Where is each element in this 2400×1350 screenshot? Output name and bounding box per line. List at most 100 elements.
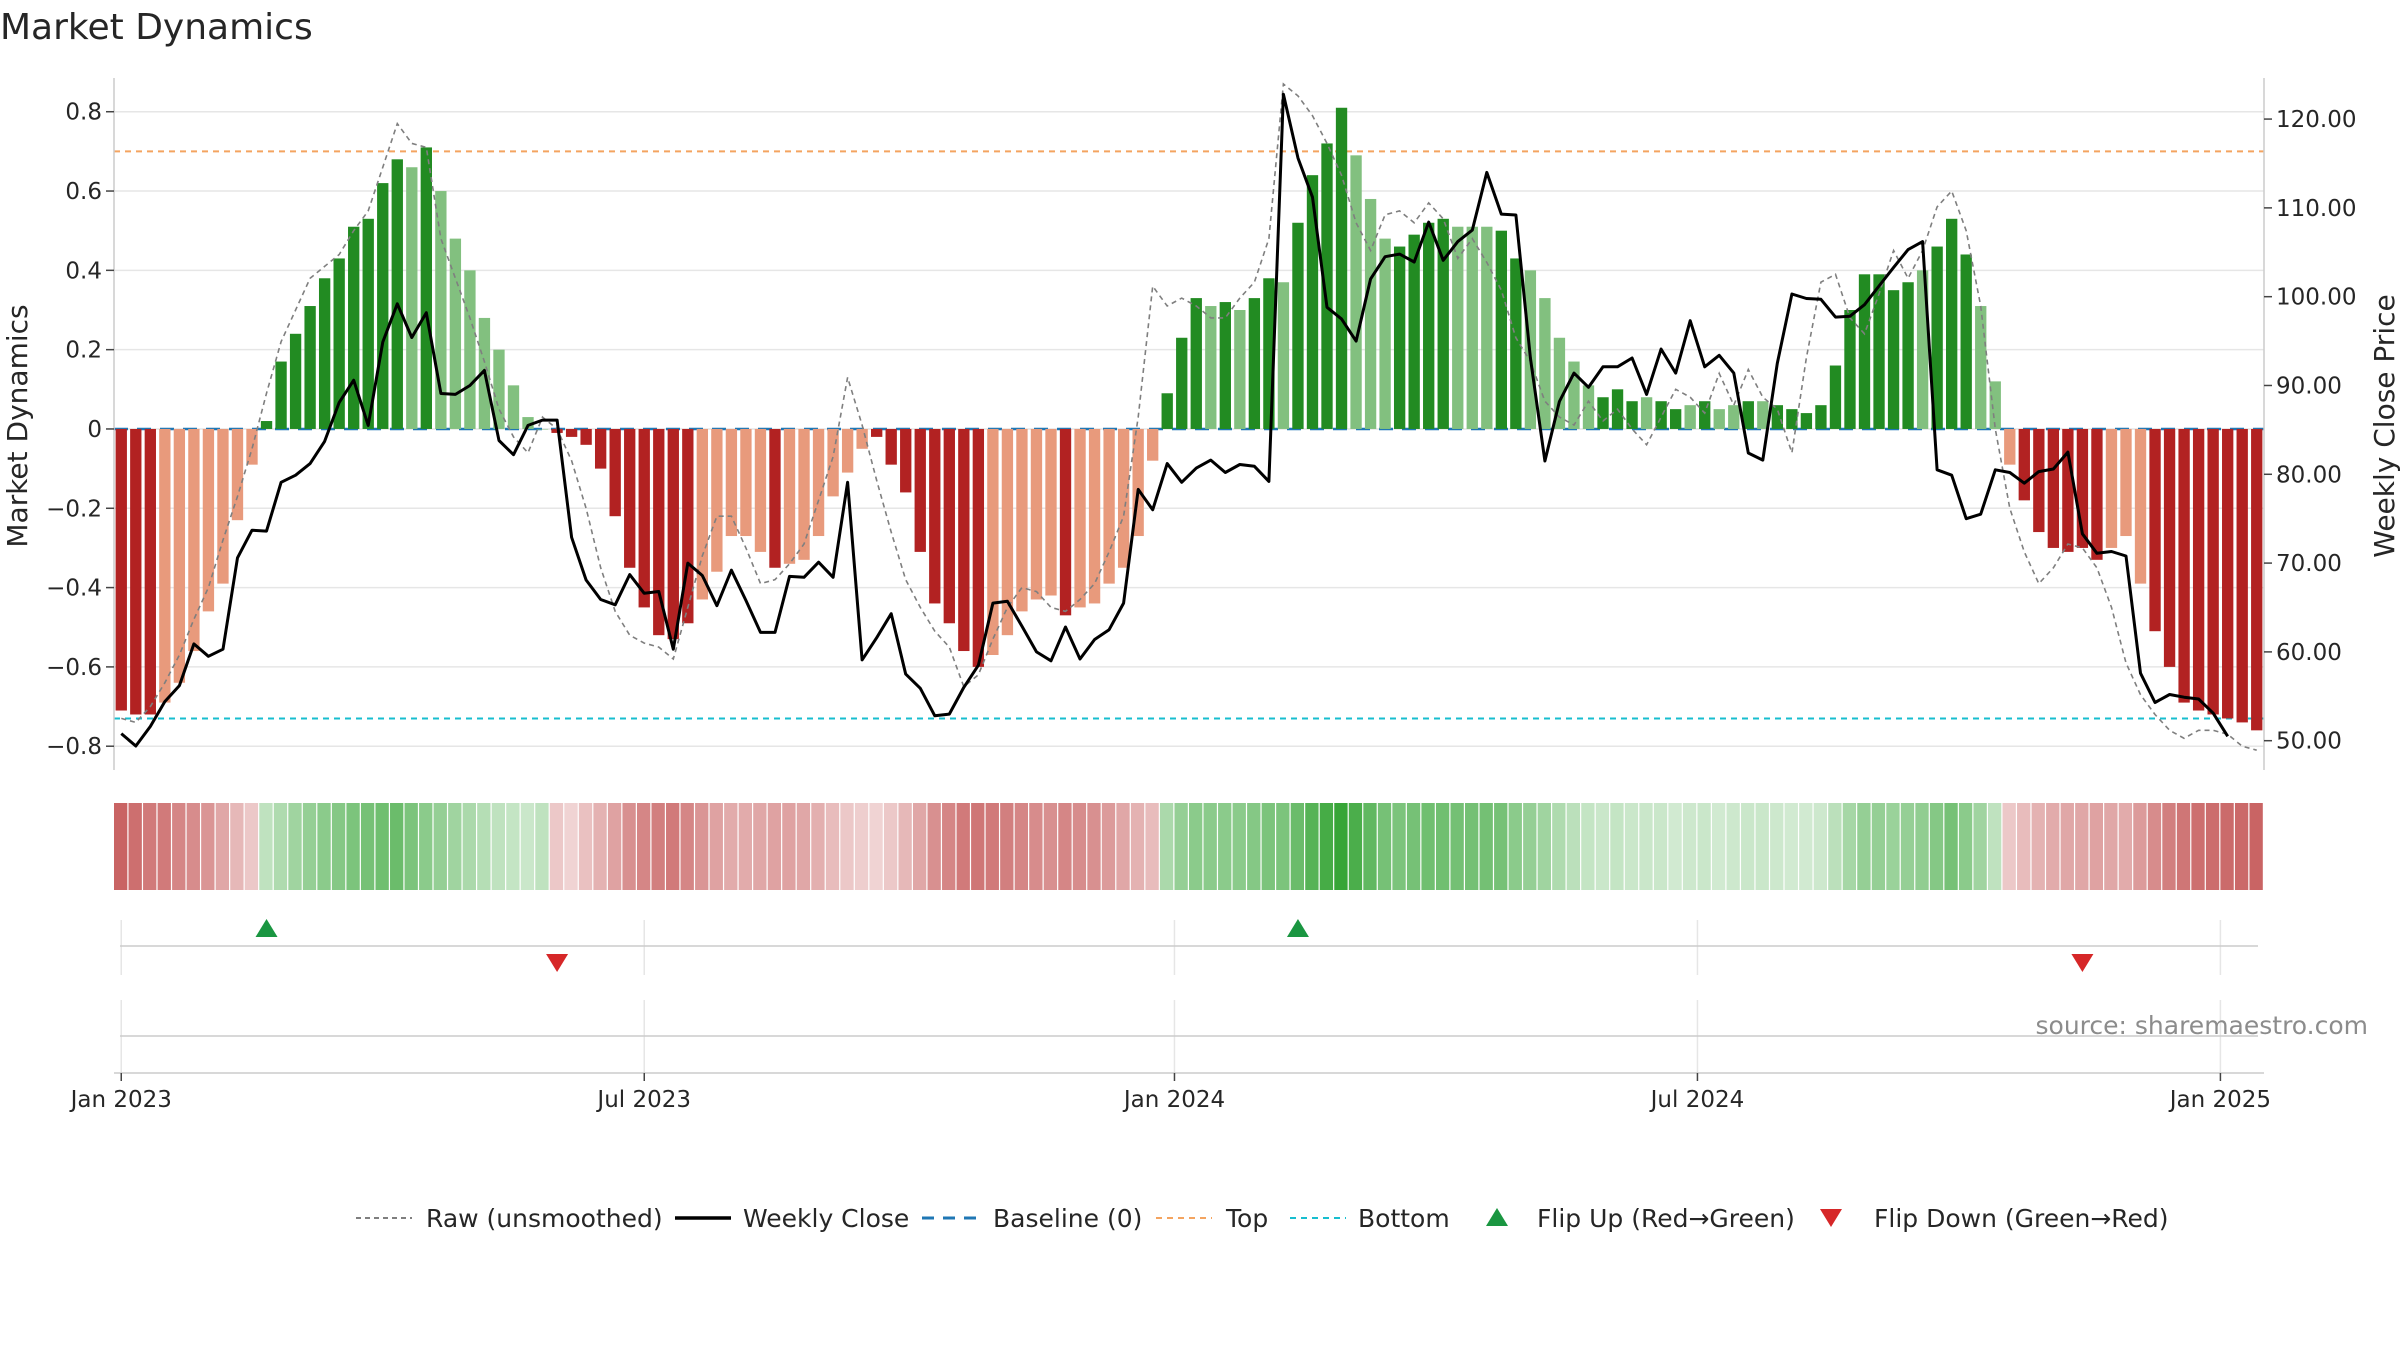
dynamics-bar [289,333,302,429]
heat-cell [1261,803,1275,890]
dynamics-bar [507,385,520,429]
dynamics-bar [159,428,171,703]
dynamics-bar [900,428,912,493]
heat-cell [1348,803,1363,890]
legend-item-top: Top [1156,1204,1268,1233]
heat-cell [1305,803,1319,890]
dynamics-bar [725,428,738,537]
legend-item-bottom: Bottom [1290,1204,1450,1233]
heat-cell [2133,803,2147,890]
dynamics-bar [2251,428,2263,731]
heat-cell [1929,803,1944,890]
heat-cell [1958,803,1973,890]
heat-cell [2147,803,2162,890]
y-tick-label: 0.4 [65,258,102,284]
dynamics-bar [1088,428,1101,604]
heat-cell [259,803,273,890]
dynamics-bar [536,428,549,430]
dynamics-bar [1205,306,1217,429]
heat-cell [1944,803,1958,890]
heat-cell [201,803,215,890]
dynamics-bar [1669,409,1682,429]
y-tick-label: −0.6 [46,655,102,681]
heat-cell [1465,803,1479,890]
legend-label: Baseline (0) [993,1204,1142,1233]
heat-cell [2046,803,2060,890]
heat-cell [1682,803,1697,890]
bottom-panel [114,1000,2264,1075]
dynamics-bar [173,428,186,683]
heat-cell [1319,803,1334,890]
dynamics-bar [275,361,287,429]
dynamics-bar [1452,226,1464,429]
left-axis-ticks: 0.8 0.6 0.4 0.2 0 −0.2 −0.4 −0.6 −0.8 [46,100,114,760]
dynamics-bar [318,278,331,429]
dynamics-bar [711,428,723,572]
heat-cell [2075,803,2089,890]
dynamics-bar [2222,428,2234,719]
dynamics-bar [1132,428,1144,537]
heat-cell [1043,803,1058,890]
heat-cell [331,803,346,890]
dynamics-bar [1989,381,2001,429]
dynamics-bar [972,428,985,667]
dynamics-bar [231,428,244,521]
dynamics-bar [1916,270,1929,429]
dynamics-bar [1771,405,1784,429]
dynamics-bar [1626,401,1638,429]
heat-cell [1087,803,1101,890]
dynamics-bar [1975,306,1987,429]
heat-cell [143,803,157,890]
dynamics-bar [696,428,709,600]
heat-cell [1711,803,1726,890]
heat-cell [1726,803,1740,890]
legend-label: Raw (unsmoothed) [426,1204,663,1233]
heat-cell [1174,803,1188,890]
series-lines [120,82,2257,751]
legend-label: Bottom [1358,1204,1450,1233]
heat-cell [477,803,491,890]
dynamics-bar [1074,428,1086,608]
heat-cell [1784,803,1798,890]
heat-cell [666,803,680,890]
heat-cell [2205,803,2220,890]
dynamics-bar [682,428,694,624]
heat-cell [1377,803,1392,890]
heat-cell [1130,803,1145,890]
dynamics-bar [1393,246,1406,429]
heat-cell [2191,803,2205,890]
dynamics-bar [493,349,505,429]
flip-panel [120,919,2258,975]
heat-cell [172,803,186,890]
heat-cell [1435,803,1450,890]
dynamics-bar [406,167,418,429]
heat-cell [1421,803,1435,890]
dynamics-bar [1655,401,1667,429]
dynamics-bar [1742,401,1754,429]
heat-cell [244,803,259,890]
heat-cell [2234,803,2249,890]
y-tick-label: 0.8 [65,100,102,126]
heat-cell [390,803,404,890]
dynamics-bar [841,428,854,473]
dynamics-bar [1582,385,1595,429]
heat-cell [898,803,912,890]
heat-cell [1639,803,1653,890]
heat-cell [622,803,636,890]
heat-cell [2031,803,2045,890]
heat-cell [1406,803,1421,890]
heat-cell [491,803,506,890]
heat-cell [578,803,593,890]
dynamics-bar [1001,428,1014,636]
heat-cell [346,803,360,890]
heat-cell [462,803,476,890]
heat-cell [1987,803,2002,890]
heat-cell [520,803,535,890]
dynamics-bar [667,428,679,640]
heat-cell [985,803,999,890]
heat-cell [1552,803,1566,890]
dynamics-bar [609,428,621,517]
heat-cell [1537,803,1551,890]
dynamics-bar [1466,226,1478,429]
flip-down-marker [2071,954,2094,972]
